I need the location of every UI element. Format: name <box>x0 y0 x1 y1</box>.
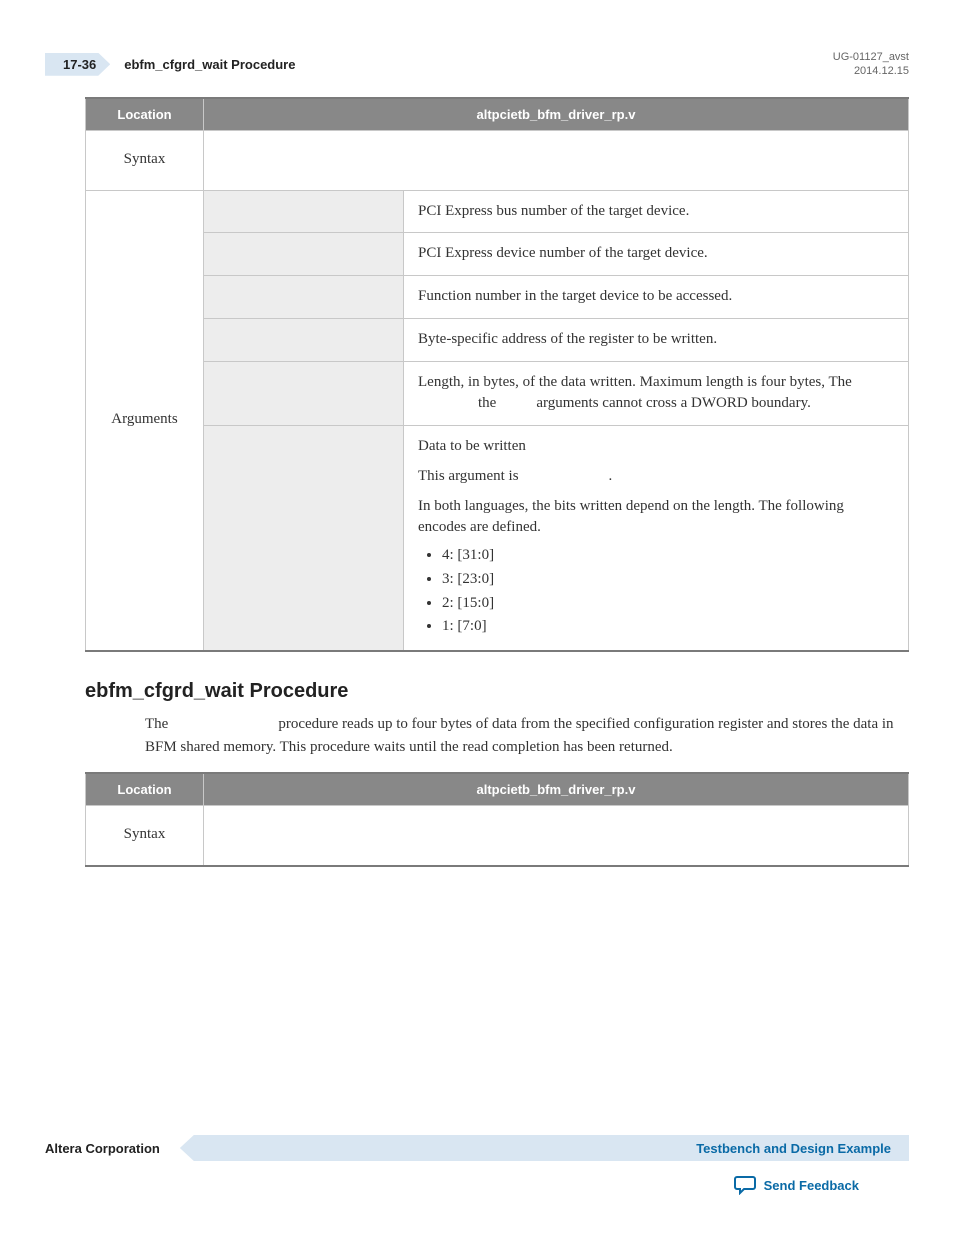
procedure-table-1: Location altpcietb_bfm_driver_rp.v Synta… <box>85 97 909 653</box>
arg-desc: Data to be written This argument is. In … <box>404 426 909 652</box>
syntax-value <box>204 130 909 190</box>
arg-row: PCI Express device number of the target … <box>86 233 909 276</box>
arg-name <box>204 318 404 361</box>
table-header-row: Location altpcietb_bfm_driver_rp.v <box>86 773 909 806</box>
list-item: 2: [15:0] <box>442 593 894 615</box>
doc-date: 2014.12.15 <box>833 64 909 78</box>
col-location: Location <box>86 98 204 131</box>
header-title: ebfm_cfgrd_wait Procedure <box>124 57 295 72</box>
arg-desc-text: . <box>609 468 613 484</box>
arg-name <box>204 426 404 652</box>
header-left: 17-36 ebfm_cfgrd_wait Procedure <box>45 53 295 76</box>
arg-desc: PCI Express bus number of the target dev… <box>404 190 909 233</box>
arg-row: Byte-specific address of the register to… <box>86 318 909 361</box>
arguments-label: Arguments <box>86 190 204 651</box>
encode-list: 4: [31:0] 3: [23:0] 2: [15:0] 1: [7:0] <box>442 545 894 638</box>
arg-desc-line: This argument is. <box>418 466 894 488</box>
arg-name <box>204 361 404 426</box>
arg-desc-text: the <box>478 395 496 411</box>
arg-desc-text: Length, in bytes, of the data written. M… <box>418 374 852 390</box>
table-header-row: Location altpcietb_bfm_driver_rp.v <box>86 98 909 131</box>
arg-name <box>204 190 404 233</box>
footer-chapter-link[interactable]: Testbench and Design Example <box>696 1141 891 1156</box>
header-right: UG-01127_avst 2014.12.15 <box>833 50 909 79</box>
arg-row: Data to be written This argument is. In … <box>86 426 909 652</box>
arg-row: Function number in the target device to … <box>86 276 909 319</box>
arg-row: Arguments PCI Express bus number of the … <box>86 190 909 233</box>
syntax-label: Syntax <box>86 806 204 866</box>
procedure-table-2: Location altpcietb_bfm_driver_rp.v Synta… <box>85 772 909 867</box>
speech-bubble-icon <box>734 1175 756 1195</box>
page-header: 17-36 ebfm_cfgrd_wait Procedure UG-01127… <box>45 50 909 79</box>
arg-desc: PCI Express device number of the target … <box>404 233 909 276</box>
send-feedback-link[interactable]: Send Feedback <box>764 1178 859 1193</box>
col-location: Location <box>86 773 204 806</box>
syntax-value <box>204 806 909 866</box>
feedback-row: Send Feedback <box>45 1175 909 1195</box>
arg-desc-text: This argument is <box>418 468 519 484</box>
list-item: 1: [7:0] <box>442 616 894 638</box>
syntax-row: Syntax <box>86 806 909 866</box>
page-number-tab: 17-36 <box>45 53 110 76</box>
section-paragraph: Theprocedure reads up to four bytes of d… <box>145 713 909 758</box>
para-text: procedure reads up to four bytes of data… <box>145 716 894 755</box>
syntax-label: Syntax <box>86 130 204 190</box>
section-heading: ebfm_cfgrd_wait Procedure <box>85 680 909 703</box>
arg-desc: Byte-specific address of the register to… <box>404 318 909 361</box>
arg-name <box>204 233 404 276</box>
arg-desc: Function number in the target device to … <box>404 276 909 319</box>
arg-row: Length, in bytes, of the data written. M… <box>86 361 909 426</box>
page-footer: Altera Corporation Testbench and Design … <box>0 1135 954 1195</box>
col-file: altpcietb_bfm_driver_rp.v <box>204 98 909 131</box>
doc-id: UG-01127_avst <box>833 50 909 64</box>
list-item: 4: [31:0] <box>442 545 894 567</box>
footer-bar: Altera Corporation Testbench and Design … <box>45 1135 909 1161</box>
arg-name <box>204 276 404 319</box>
para-text: The <box>145 716 168 732</box>
arg-desc-line: Data to be written <box>418 436 894 458</box>
footer-company: Altera Corporation <box>45 1141 180 1156</box>
arg-desc-text: arguments cannot cross a DWORD boundary. <box>536 395 811 411</box>
col-file: altpcietb_bfm_driver_rp.v <box>204 773 909 806</box>
list-item: 3: [23:0] <box>442 569 894 591</box>
footer-ribbon: Testbench and Design Example <box>180 1135 909 1161</box>
syntax-row: Syntax <box>86 130 909 190</box>
arg-desc: Length, in bytes, of the data written. M… <box>404 361 909 426</box>
arg-desc-line: In both languages, the bits written depe… <box>418 496 894 540</box>
